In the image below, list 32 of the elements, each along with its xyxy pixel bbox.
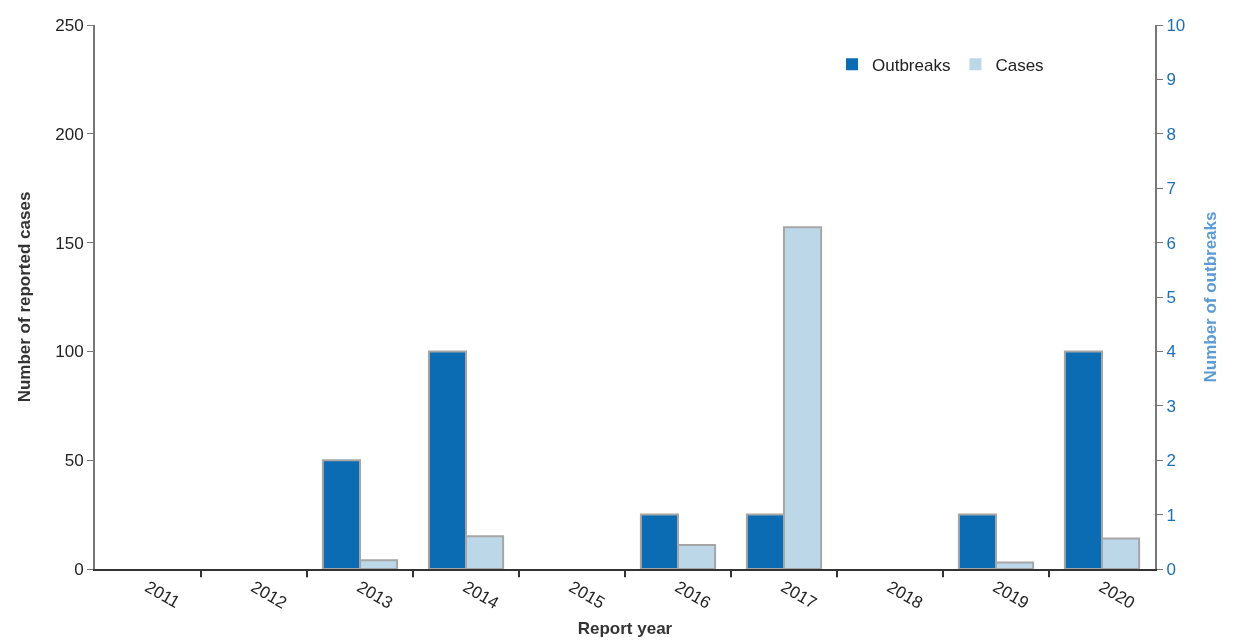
x-axis-title: Report year (577, 618, 673, 638)
y2-tick-label: 4 (1166, 342, 1176, 362)
y-axis-title: Number of reported cases (15, 191, 35, 403)
legend-label: Outbreaks (872, 55, 951, 75)
x-tick-label: 2016 (671, 577, 715, 613)
x-tick-label: 2011 (141, 577, 183, 613)
y-tick-label: 100 (55, 342, 84, 362)
x-tick-label: 2018 (883, 577, 927, 613)
y-tick-label: 250 (55, 15, 84, 35)
y2-tick-label: 9 (1166, 70, 1176, 90)
y2-tick-label: 5 (1166, 287, 1176, 307)
y2-tick-label: 1 (1166, 505, 1176, 525)
x-tick-label: 2017 (777, 577, 821, 613)
y2-tick-label: 6 (1166, 233, 1176, 253)
y2-tick-label: 2 (1166, 451, 1176, 471)
y2-tick-label: 10 (1166, 15, 1186, 35)
x-tick-label: 2013 (353, 577, 397, 613)
y2-axis-title: Number of outbreaks (1201, 211, 1221, 383)
x-tick-label: 2012 (247, 577, 291, 613)
x-tick-label: 2019 (989, 577, 1033, 613)
y-tick-label: 150 (55, 233, 84, 253)
legend-label: Cases (995, 55, 1044, 75)
x-tick-label: 2015 (565, 577, 609, 613)
y2-tick-label: 0 (1166, 559, 1176, 579)
y2-tick-label: 7 (1166, 179, 1176, 199)
y-tick-label: 0 (74, 559, 84, 579)
y2-tick-label: 8 (1166, 124, 1176, 144)
y-tick-label: 50 (64, 451, 84, 471)
y2-tick-label: 3 (1166, 396, 1176, 416)
y-tick-label: 200 (55, 124, 84, 144)
x-tick-label: 2014 (459, 577, 503, 613)
x-tick-label: 2020 (1095, 577, 1139, 613)
